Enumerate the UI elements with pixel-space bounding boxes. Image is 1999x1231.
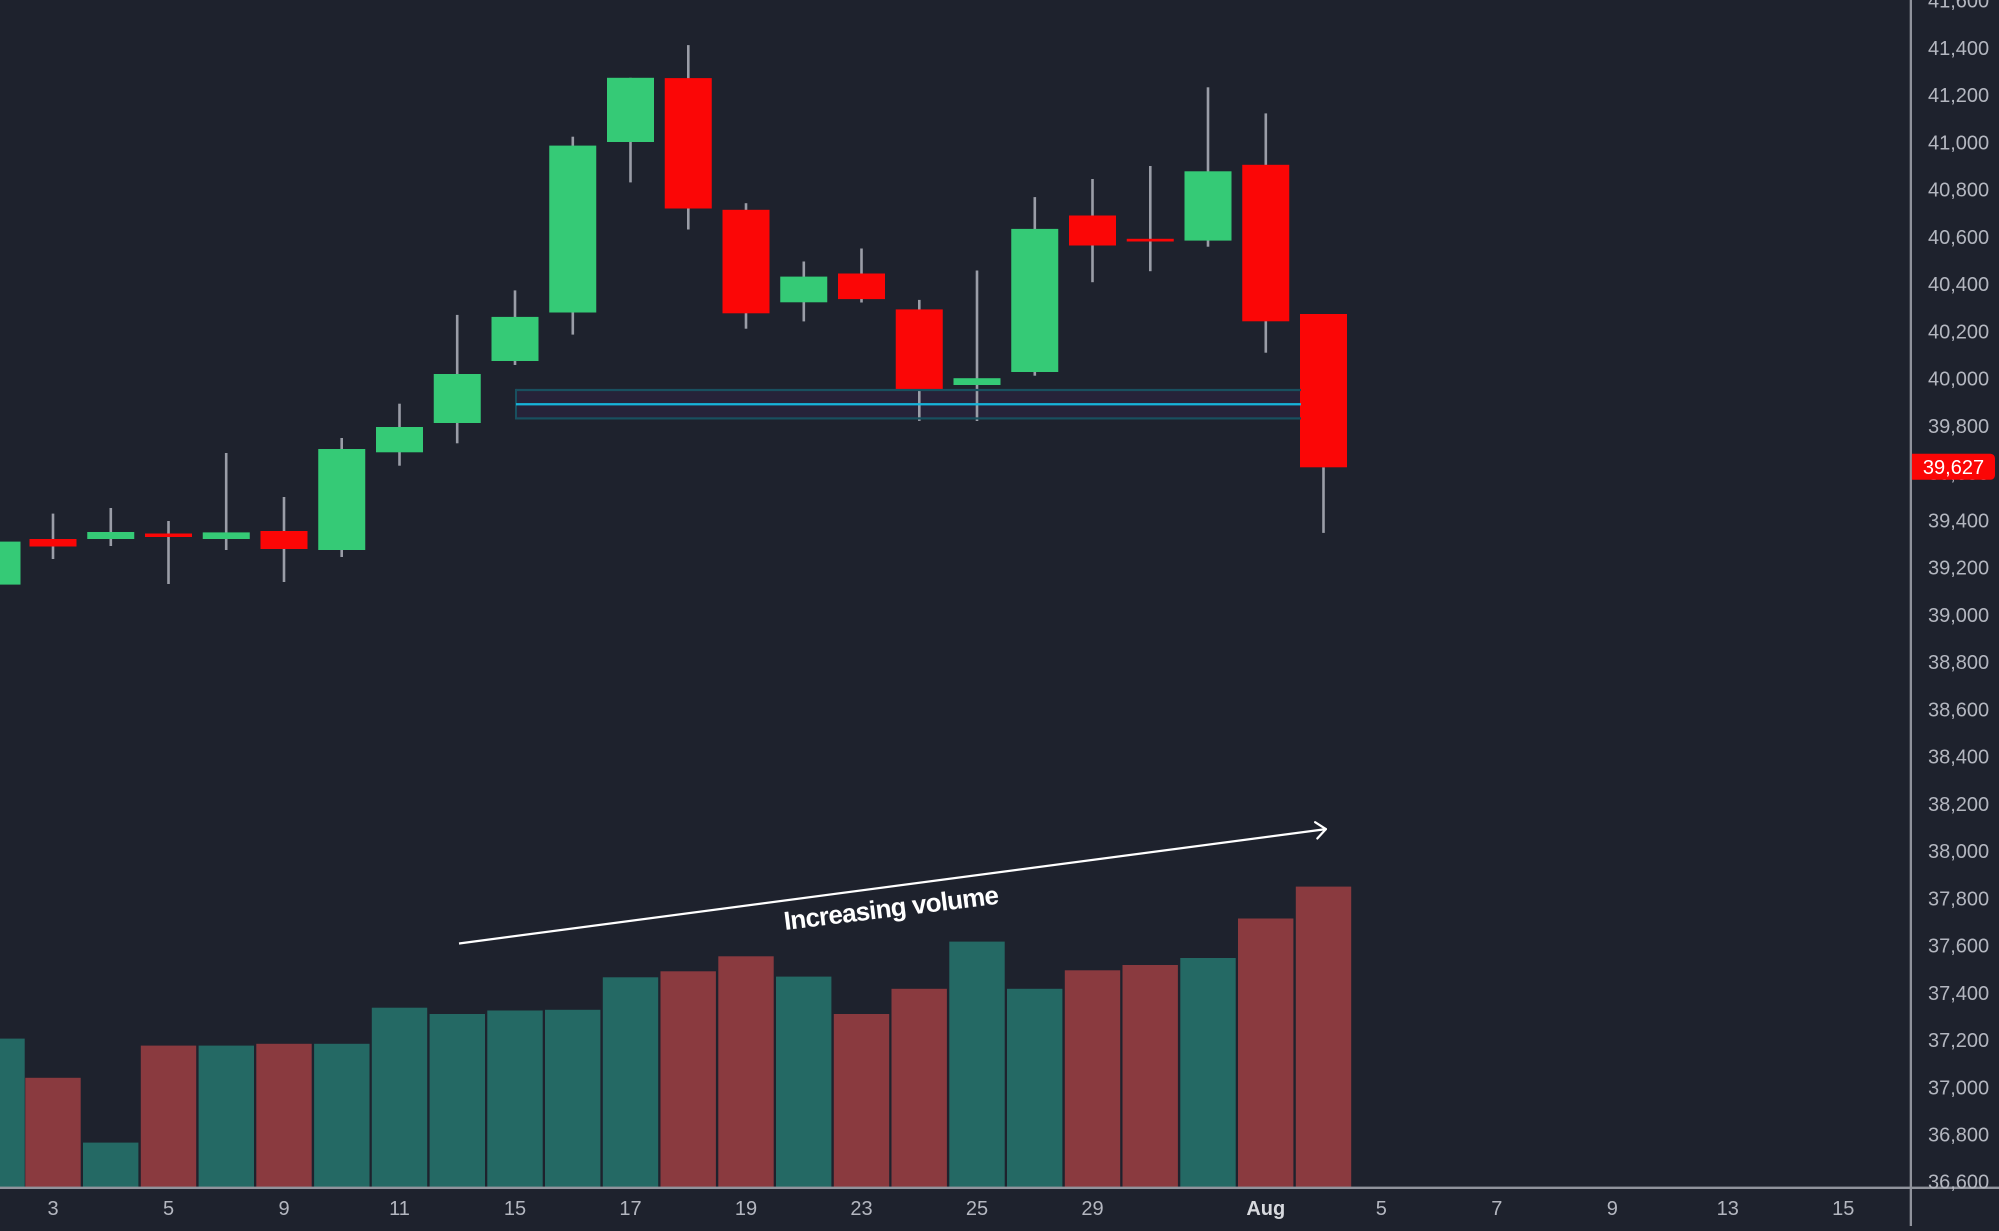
- svg-text:38,600: 38,600: [1928, 699, 1989, 721]
- svg-text:29: 29: [1081, 1198, 1103, 1220]
- svg-text:5: 5: [1376, 1198, 1387, 1220]
- svg-text:15: 15: [1832, 1198, 1854, 1220]
- svg-text:38,200: 38,200: [1928, 794, 1989, 816]
- svg-text:40,400: 40,400: [1928, 274, 1989, 296]
- svg-text:39,800: 39,800: [1928, 416, 1989, 438]
- svg-text:9: 9: [278, 1198, 289, 1220]
- svg-text:3: 3: [47, 1198, 58, 1220]
- svg-text:41,400: 41,400: [1928, 38, 1989, 60]
- svg-text:7: 7: [1491, 1198, 1502, 1220]
- svg-text:38,000: 38,000: [1928, 841, 1989, 863]
- svg-text:25: 25: [966, 1198, 988, 1220]
- svg-text:19: 19: [735, 1198, 757, 1220]
- svg-text:39,627: 39,627: [1923, 457, 1984, 479]
- svg-text:Aug: Aug: [1246, 1198, 1285, 1220]
- svg-text:36,800: 36,800: [1928, 1125, 1989, 1147]
- svg-text:11: 11: [389, 1198, 410, 1220]
- svg-text:38,400: 38,400: [1928, 747, 1989, 769]
- svg-text:41,600: 41,600: [1928, 0, 1989, 13]
- svg-text:15: 15: [504, 1198, 526, 1220]
- svg-text:37,000: 37,000: [1928, 1077, 1989, 1099]
- svg-text:5: 5: [163, 1198, 174, 1220]
- svg-text:37,200: 37,200: [1928, 1030, 1989, 1052]
- svg-text:37,600: 37,600: [1928, 936, 1989, 958]
- svg-text:41,000: 41,000: [1928, 133, 1989, 155]
- svg-text:40,800: 40,800: [1928, 180, 1989, 202]
- svg-text:39,400: 39,400: [1928, 510, 1989, 532]
- svg-text:40,200: 40,200: [1928, 321, 1989, 343]
- svg-text:17: 17: [619, 1198, 641, 1220]
- svg-text:13: 13: [1717, 1198, 1739, 1220]
- svg-text:37,800: 37,800: [1928, 888, 1989, 910]
- svg-text:40,600: 40,600: [1928, 227, 1989, 249]
- svg-text:41,200: 41,200: [1928, 85, 1989, 107]
- svg-text:36,600: 36,600: [1928, 1172, 1989, 1194]
- svg-text:23: 23: [850, 1198, 872, 1220]
- svg-text:40,000: 40,000: [1928, 369, 1989, 391]
- svg-text:39,200: 39,200: [1928, 558, 1989, 580]
- svg-text:39,000: 39,000: [1928, 605, 1989, 627]
- svg-text:37,400: 37,400: [1928, 983, 1989, 1005]
- svg-text:9: 9: [1607, 1198, 1618, 1220]
- svg-text:38,800: 38,800: [1928, 652, 1989, 674]
